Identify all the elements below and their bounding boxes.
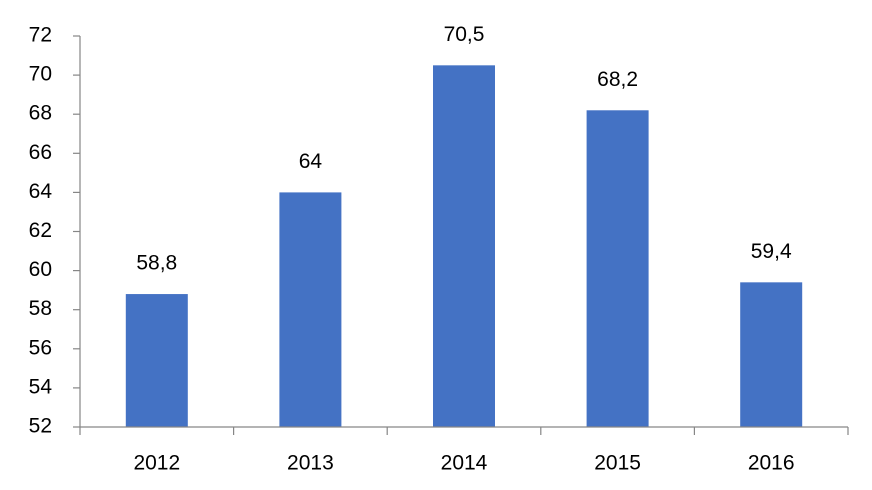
- y-tick-label: 62: [29, 219, 52, 242]
- bar: [433, 65, 495, 427]
- value-label: 58,8: [136, 252, 177, 275]
- y-tick-label: 72: [29, 24, 52, 47]
- value-label: 70,5: [444, 23, 485, 46]
- y-tick-label: 54: [29, 375, 53, 398]
- y-tick-label: 56: [29, 336, 52, 359]
- bar: [125, 294, 188, 427]
- y-tick-label: 52: [29, 415, 52, 438]
- y-tick-label: 60: [29, 258, 52, 281]
- bar: [279, 192, 342, 427]
- y-tick-label: 58: [29, 297, 52, 320]
- y-tick-label: 66: [29, 141, 52, 164]
- value-label: 64: [299, 150, 323, 173]
- bar: [586, 110, 649, 427]
- x-tick-label: 2015: [594, 452, 641, 475]
- x-tick-label: 2013: [287, 452, 334, 475]
- value-label: 68,2: [597, 68, 638, 91]
- value-label: 59,4: [751, 240, 792, 263]
- y-tick-label: 64: [29, 180, 53, 203]
- x-tick-label: 2016: [748, 452, 795, 475]
- x-tick-label: 2014: [441, 452, 488, 475]
- bar: [740, 282, 803, 427]
- x-tick-label: 2012: [133, 452, 180, 475]
- y-tick-label: 70: [29, 63, 52, 86]
- y-tick-label: 68: [29, 102, 52, 125]
